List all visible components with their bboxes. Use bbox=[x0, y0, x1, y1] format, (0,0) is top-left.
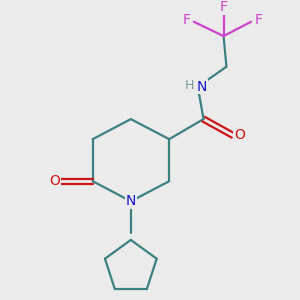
Text: O: O bbox=[49, 174, 60, 188]
Text: O: O bbox=[234, 128, 245, 142]
Text: F: F bbox=[220, 0, 228, 14]
Text: F: F bbox=[254, 13, 262, 27]
Text: N: N bbox=[197, 80, 207, 94]
Text: H: H bbox=[185, 79, 194, 92]
Text: F: F bbox=[183, 13, 190, 27]
Text: N: N bbox=[126, 194, 136, 208]
